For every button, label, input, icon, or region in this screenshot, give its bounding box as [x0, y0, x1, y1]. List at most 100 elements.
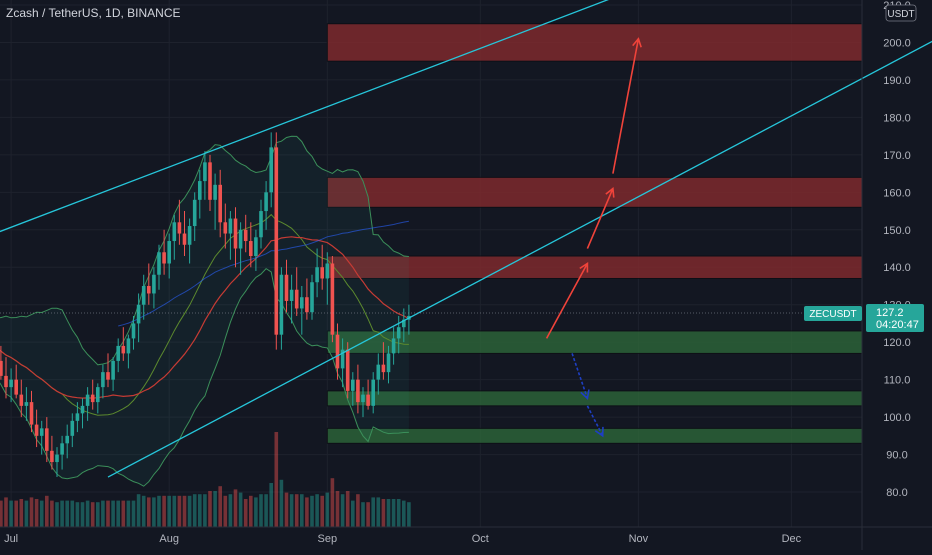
volume-bar — [371, 497, 375, 527]
price-label: ZECUSDT 127.2 04:20:47 — [804, 304, 924, 332]
candle-body — [182, 233, 187, 245]
candle-body — [284, 274, 289, 301]
volume-bar — [90, 502, 95, 527]
volume-bar — [187, 495, 192, 527]
ticker-badge — [804, 306, 862, 321]
volume-bar — [162, 495, 166, 527]
candle-body — [305, 297, 309, 313]
candle-body — [101, 372, 105, 388]
candle-body — [106, 372, 110, 380]
projection-arrows — [545, 37, 642, 438]
candle-body — [45, 428, 49, 451]
volume-bar — [9, 500, 13, 527]
volume-bar — [136, 494, 141, 527]
red-projection-arrow — [586, 187, 615, 249]
volume-bar — [351, 500, 355, 527]
volume-bar — [335, 491, 340, 527]
volume-bar — [96, 502, 100, 527]
volume-bar — [213, 491, 217, 527]
candle-body — [29, 402, 34, 425]
volume-bar — [192, 494, 197, 527]
candle-body — [141, 285, 146, 305]
candle-body — [294, 289, 299, 309]
candle-body — [310, 282, 314, 313]
volume-bar — [376, 497, 381, 527]
volume-bar — [259, 494, 263, 527]
candle-body — [315, 267, 319, 283]
current-price: 127.2 — [876, 307, 904, 319]
volume-bar — [325, 492, 330, 527]
candle-body — [208, 162, 212, 200]
candle-body — [213, 184, 217, 200]
x-tick-label: Sep — [318, 533, 338, 545]
candle-body — [396, 327, 401, 339]
resistance-zone — [326, 23, 863, 62]
candle-body — [279, 274, 284, 335]
candle-body — [361, 394, 365, 403]
x-tick-label: Dec — [782, 533, 802, 545]
candle-body — [259, 211, 263, 238]
volume-bar — [157, 495, 161, 527]
candle-body — [320, 267, 324, 279]
ticker-label: ZECUSDT — [809, 309, 856, 320]
candle-body — [167, 241, 171, 264]
volume-bar — [300, 494, 304, 527]
x-tick-label: Oct — [472, 533, 489, 545]
volume-bar — [294, 494, 299, 527]
blue-projection-arrow — [571, 353, 590, 400]
volume-bar — [269, 483, 273, 527]
band-upper — [0, 135, 409, 366]
volume-bar — [198, 494, 202, 527]
candle-body — [218, 184, 222, 223]
volume-bar — [356, 494, 360, 527]
moving-average-red — [0, 236, 410, 399]
candle-body — [238, 229, 243, 249]
candle-body — [243, 229, 248, 242]
countdown: 04:20:47 — [876, 319, 919, 331]
volume-bars — [0, 432, 411, 527]
candle-body — [351, 379, 355, 391]
candle-body — [0, 360, 3, 376]
volume-bar — [39, 500, 44, 527]
y-tick-label: 160.0 — [883, 187, 911, 199]
price-badge — [866, 304, 924, 332]
x-tick-label: Nov — [629, 533, 649, 545]
currency-badge[interactable]: USDT — [885, 4, 917, 22]
volume-bar — [106, 500, 110, 527]
candle-body — [96, 387, 100, 403]
volume-bar — [391, 499, 396, 527]
y-tick-label: 190.0 — [883, 75, 911, 87]
volume-bar — [167, 495, 171, 527]
volume-bar — [177, 495, 182, 527]
volume-bar — [34, 499, 39, 527]
volume-bar — [0, 500, 3, 527]
volume-bar — [386, 499, 391, 527]
y-tick-label: 170.0 — [883, 150, 911, 162]
candle-body — [157, 252, 161, 275]
candle-body — [269, 147, 273, 193]
volume-bar — [111, 500, 115, 527]
volume-bar — [361, 502, 365, 527]
candle-body — [249, 241, 253, 257]
volume-bar — [310, 495, 314, 527]
volume-bar — [116, 500, 120, 527]
y-tick-label: 180.0 — [883, 112, 911, 124]
candle-body — [381, 364, 386, 373]
band-lower — [0, 267, 409, 487]
volume-bar — [340, 494, 345, 527]
candle-body — [228, 218, 233, 234]
volume-bar — [396, 499, 401, 527]
candle-body — [152, 274, 156, 294]
candle-body — [121, 345, 126, 354]
volume-bar — [19, 499, 24, 527]
volume-bar — [75, 502, 80, 527]
candle-body — [356, 379, 360, 403]
candle-body — [198, 181, 202, 200]
candle-body — [402, 319, 406, 328]
candle-body — [90, 394, 95, 403]
volume-bar — [4, 497, 8, 527]
volume-bar — [305, 497, 309, 527]
volume-bar — [407, 502, 411, 527]
